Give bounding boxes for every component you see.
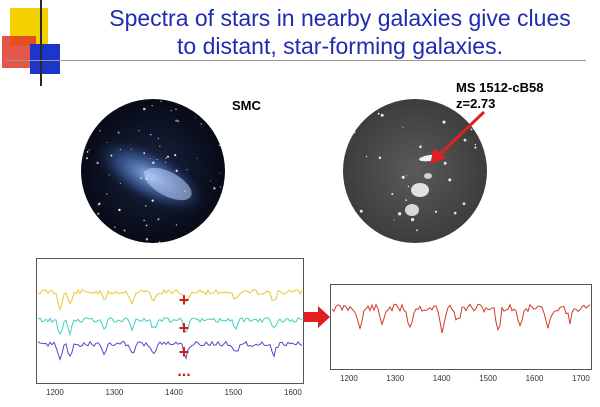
right-plot-tick-label: 1400 <box>432 374 451 383</box>
spectrum-operator-4: ... <box>177 363 190 380</box>
title-line-1: Spectra of stars in nearby galaxies give… <box>109 5 571 31</box>
left-spectrum-series-2 <box>37 317 303 337</box>
right-plot-tick-label: 1300 <box>386 374 405 383</box>
decor-horizontal-line <box>6 60 586 61</box>
ms1512-label: MS 1512-cB58 z=2.73 <box>456 80 543 112</box>
right-plot-tick-label: 1700 <box>572 374 590 383</box>
right-spectrum-series-1 <box>331 303 591 334</box>
right-arrow-icon <box>304 306 330 328</box>
left-plot-tick-label: 1400 <box>165 388 183 397</box>
left-plot-tick-label: 1200 <box>46 388 64 397</box>
title-line-2: to distant, star-forming galaxies. <box>177 33 503 59</box>
pointer-arrow-icon <box>430 110 486 164</box>
right-plot-tick-label: 1200 <box>340 374 358 383</box>
ms1512-redshift: z=2.73 <box>456 96 496 111</box>
left-spectrum-series-1 <box>37 288 303 312</box>
spectrum-operator-3: + <box>179 342 190 362</box>
ms1512-name: MS 1512-cB58 <box>456 80 544 95</box>
right-plot-tick-label: 1500 <box>479 374 497 383</box>
spectrum-operator-1: + <box>179 290 190 310</box>
spectrum-operator-2: + <box>179 318 190 338</box>
smc-label: SMC <box>232 98 261 113</box>
distant-galaxy-spectrum-plot <box>330 284 592 370</box>
slide-title: Spectra of stars in nearby galaxies give… <box>90 4 590 60</box>
left-spectrum-series-3 <box>37 340 303 361</box>
left-plot-tick-label: 1300 <box>105 388 124 397</box>
decor-vertical-line <box>40 0 42 86</box>
right-plot-tick-label: 1600 <box>525 374 544 383</box>
decor-blue-square <box>30 44 60 74</box>
smc-galaxy-image <box>81 99 225 243</box>
nearby-stars-spectra-plot: + + +... <box>36 258 304 384</box>
left-plot-tick-label: 1500 <box>224 388 243 397</box>
left-plot-tick-label: 1600 <box>284 388 302 397</box>
